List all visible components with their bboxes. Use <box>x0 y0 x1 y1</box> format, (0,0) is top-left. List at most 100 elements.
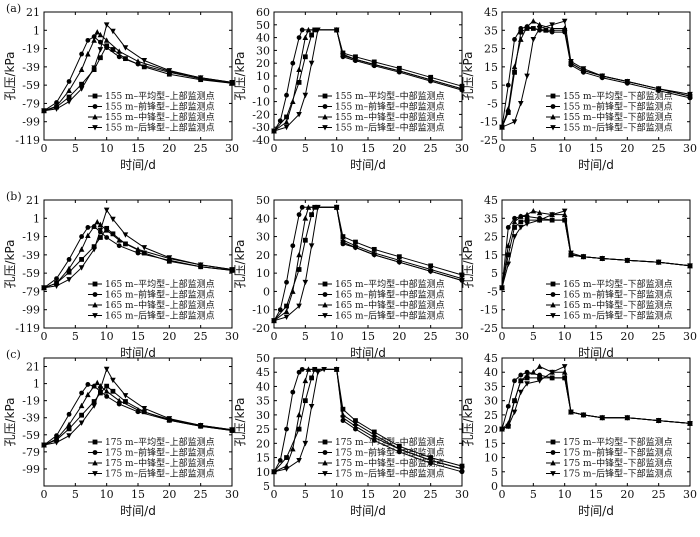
data-point <box>283 314 290 321</box>
data-point <box>66 433 72 439</box>
data-point <box>624 415 631 421</box>
data-point <box>687 263 693 269</box>
data-point <box>512 37 517 42</box>
data-point <box>66 426 72 432</box>
data-point <box>78 66 85 72</box>
legend-marker <box>550 281 556 287</box>
y-tick-label: 25 <box>484 409 498 422</box>
x-tick-label: 5 <box>302 142 309 155</box>
y-tick-label: 15 <box>484 249 498 262</box>
y-tick-label: 5 <box>491 267 498 280</box>
legend-marker <box>550 471 556 477</box>
data-point <box>166 255 173 261</box>
x-tick-label: 10 <box>330 142 344 155</box>
data-point <box>302 237 308 243</box>
y-axis-label: 孔压/kPa <box>3 397 17 446</box>
legend-entry: 165 m–中锋型–上部监测点 <box>105 299 215 311</box>
data-point <box>277 307 283 313</box>
x-axis-label: 时间/d <box>120 346 156 360</box>
series-line <box>501 216 691 288</box>
data-point <box>283 308 290 314</box>
data-point <box>122 45 129 51</box>
chart-panel-b-3: 0 5 10 15 20 25 30 -25 -15 -5 5 15 25 35 45 时间/d 孔压/kPa 1… <box>461 194 697 360</box>
data-point <box>103 388 110 394</box>
data-point <box>141 250 147 256</box>
data-point <box>85 225 91 230</box>
x-tick-label: 20 <box>392 142 406 155</box>
data-point <box>505 242 512 249</box>
data-point <box>123 56 128 62</box>
y-tick-label: -19 <box>22 231 40 244</box>
data-point <box>537 372 542 378</box>
data-point <box>518 213 524 219</box>
legend-marker <box>550 93 556 99</box>
x-tick-label: 20 <box>162 488 176 501</box>
y-tick-label: -39 <box>22 412 40 425</box>
data-point <box>561 18 568 25</box>
x-tick-label: 30 <box>683 142 697 155</box>
data-point <box>352 56 359 63</box>
data-point <box>104 235 110 240</box>
data-point <box>53 440 60 446</box>
data-point <box>290 98 296 104</box>
y-tick-label: 30 <box>256 409 270 422</box>
x-tick-label: 20 <box>162 142 176 155</box>
data-point <box>396 259 403 266</box>
series-line <box>501 377 691 430</box>
y-tick-label: -15 <box>480 304 498 317</box>
data-point <box>79 390 84 396</box>
data-point <box>549 217 555 223</box>
x-axis-label: 时间/d <box>120 504 156 518</box>
chart-panel-c-3: 0 5 10 15 20 25 30051015202530354045时间/d孔压/kPa… <box>461 352 697 518</box>
data-point <box>271 469 277 475</box>
data-point <box>79 81 84 87</box>
legend-marker <box>550 104 556 109</box>
data-point <box>284 114 289 120</box>
x-tick-label: 5 <box>530 142 537 155</box>
data-point <box>103 37 110 43</box>
data-point <box>511 218 518 225</box>
x-tick-label: 10 <box>558 488 572 501</box>
data-point <box>309 212 314 218</box>
y-tick-label: 45 <box>484 194 498 207</box>
data-point <box>580 254 587 260</box>
legend-entry: 155 m–后锋型–上部监测点 <box>105 122 215 134</box>
x-axis-label: 时间/d <box>578 504 614 518</box>
data-point <box>530 369 537 375</box>
x-axis-label: 时间/d <box>120 158 156 172</box>
data-point <box>299 204 305 210</box>
y-tick-label: 15 <box>484 61 498 74</box>
data-point <box>655 259 662 266</box>
y-tick-label: -10 <box>252 96 270 109</box>
y-tick-label: 60 <box>256 6 270 19</box>
y-tick-label: -79 <box>22 97 40 110</box>
data-point <box>333 204 340 211</box>
x-tick-label: 15 <box>589 330 603 343</box>
series-line <box>43 367 233 446</box>
data-point <box>116 48 122 54</box>
data-point <box>296 303 302 310</box>
data-point <box>549 25 555 31</box>
data-point <box>91 65 97 71</box>
data-point <box>94 379 101 386</box>
data-point <box>624 257 631 264</box>
x-tick-label: 10 <box>558 330 572 343</box>
data-point <box>290 60 296 66</box>
legend-marker <box>92 281 98 287</box>
x-tick-label: 5 <box>530 488 537 501</box>
data-point <box>78 420 85 426</box>
series-line <box>273 368 463 473</box>
data-point <box>511 234 518 240</box>
data-point <box>85 391 91 398</box>
legend-marker <box>550 302 556 308</box>
y-tick-label: 35 <box>256 395 270 408</box>
data-point <box>511 409 518 416</box>
legend-marker <box>550 460 556 466</box>
data-point <box>166 416 173 422</box>
legend-entry: 165 m–平均型–下部监测点 <box>563 278 673 290</box>
legend-marker <box>322 313 328 319</box>
y-tick-label: 21 <box>26 6 40 19</box>
x-tick-label: 25 <box>652 330 666 343</box>
data-point <box>79 412 84 418</box>
data-point <box>54 276 59 282</box>
